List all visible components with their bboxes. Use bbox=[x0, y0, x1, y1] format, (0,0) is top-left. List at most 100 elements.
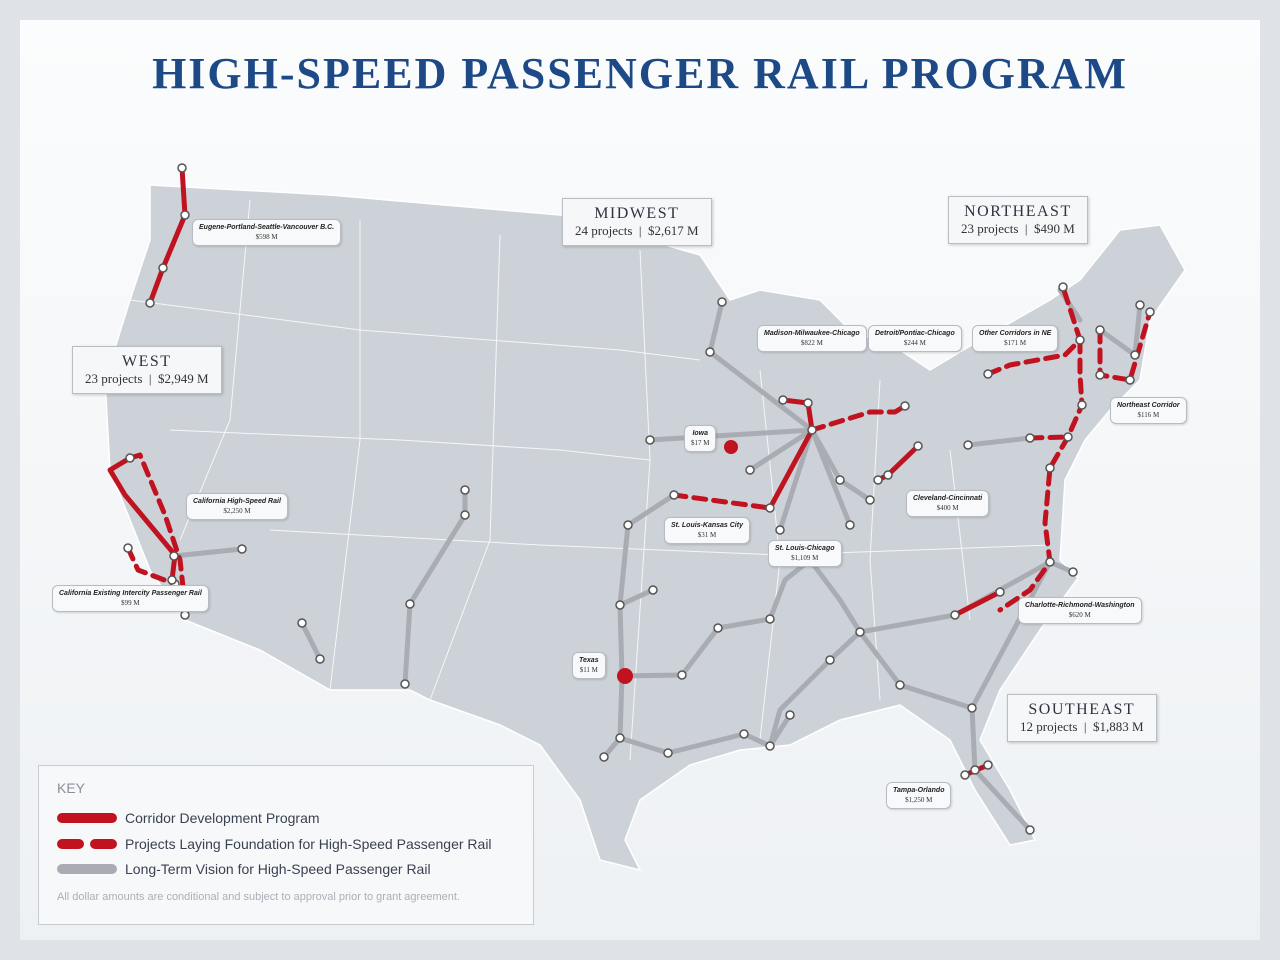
foundation-route bbox=[809, 403, 908, 433]
station-node bbox=[717, 297, 727, 307]
vision-route bbox=[619, 557, 813, 679]
station-node bbox=[970, 765, 980, 775]
station-node bbox=[845, 520, 855, 530]
station-node bbox=[125, 453, 135, 463]
station-node bbox=[623, 520, 633, 530]
vision-route bbox=[837, 477, 873, 503]
station-node bbox=[1063, 432, 1073, 442]
route-label: Tampa-Orlando $1,250 M bbox=[886, 782, 952, 809]
key-item-corridor: Corridor Development Program bbox=[57, 810, 320, 826]
station-node bbox=[983, 760, 993, 770]
station-node bbox=[825, 655, 835, 665]
station-node bbox=[1095, 325, 1105, 335]
station-node bbox=[765, 614, 775, 624]
station-node bbox=[1045, 463, 1055, 473]
foundation-route bbox=[1097, 309, 1153, 383]
foundation-route bbox=[1027, 434, 1071, 441]
station-node bbox=[315, 654, 325, 664]
vision-route bbox=[299, 620, 323, 662]
region-box-midwest: MIDWEST 24 projects | $2,617 M bbox=[562, 198, 712, 246]
station-node bbox=[995, 587, 1005, 597]
vision-route bbox=[707, 299, 725, 355]
station-node bbox=[1095, 370, 1105, 380]
corridor-route bbox=[952, 589, 1003, 618]
station-node bbox=[1025, 825, 1035, 835]
station-node bbox=[778, 395, 788, 405]
foundation-route bbox=[125, 545, 178, 587]
station-node bbox=[169, 551, 179, 561]
foundation-route bbox=[671, 492, 773, 511]
station-node bbox=[663, 748, 673, 758]
station-node bbox=[883, 470, 893, 480]
key-note: All dollar amounts are conditional and s… bbox=[57, 891, 460, 903]
route-label: Eugene-Portland-Seattle-Vancouver B.C. $5… bbox=[192, 219, 342, 246]
route-label: Northeast Corridor $116 M bbox=[1110, 397, 1187, 424]
station-node bbox=[599, 752, 609, 762]
foundation-route bbox=[997, 337, 1085, 613]
station-node bbox=[460, 510, 470, 520]
station-node bbox=[803, 398, 813, 408]
station-node bbox=[835, 475, 845, 485]
station-node bbox=[765, 741, 775, 751]
station-node bbox=[1077, 400, 1087, 410]
route-label: Charlotte-Richmond-Washington $620 M bbox=[1018, 597, 1142, 624]
station-node bbox=[615, 733, 625, 743]
corridor-route bbox=[767, 427, 815, 511]
station-node bbox=[739, 729, 749, 739]
station-node bbox=[1145, 307, 1155, 317]
route-label: California High-Speed Rail $2,250 M bbox=[186, 493, 288, 520]
station-node bbox=[645, 435, 655, 445]
route-label: Other Corridors in NE $171 M bbox=[972, 325, 1059, 352]
route-label: Iowa $17 M bbox=[684, 425, 717, 452]
station-node bbox=[865, 495, 875, 505]
station-node bbox=[1025, 433, 1035, 443]
station-node bbox=[785, 710, 795, 720]
station-node bbox=[123, 543, 133, 553]
station-node bbox=[400, 679, 410, 689]
station-node bbox=[873, 475, 883, 485]
station-node bbox=[460, 485, 470, 495]
station-node bbox=[180, 210, 190, 220]
vision-route bbox=[777, 427, 815, 533]
region-box-west: WEST 23 projects | $2,949 M bbox=[72, 346, 222, 394]
region-box-southeast: SOUTHEAST 12 projects | $1,883 M bbox=[1007, 694, 1157, 742]
station-node bbox=[1068, 567, 1078, 577]
vision-route bbox=[807, 557, 863, 635]
route-label: California Existing Intercity Passenger … bbox=[52, 585, 209, 612]
route-label: St. Louis-Chicago $1,109 M bbox=[768, 540, 842, 567]
station-node bbox=[677, 670, 687, 680]
region-stats: 12 projects | $1,883 M bbox=[1020, 719, 1144, 734]
station-node bbox=[297, 618, 307, 628]
station-node bbox=[615, 600, 625, 610]
route-label: Madison-Milwaukee-Chicago $822 M bbox=[757, 325, 867, 352]
station-node bbox=[765, 503, 775, 513]
map-key: KEY Corridor Development Program Project… bbox=[38, 765, 534, 925]
station-node bbox=[167, 575, 177, 585]
vision-route bbox=[171, 546, 245, 559]
station-node bbox=[237, 544, 247, 554]
key-item-foundation: Projects Laying Foundation for High-Spee… bbox=[57, 836, 492, 852]
vision-route bbox=[969, 559, 1053, 711]
vision-route bbox=[767, 629, 863, 749]
station-node bbox=[913, 441, 923, 451]
station-node bbox=[713, 623, 723, 633]
station-node bbox=[983, 369, 993, 379]
route-label: St. Louis-Kansas City $31 M bbox=[664, 517, 750, 544]
station-node bbox=[775, 525, 785, 535]
vision-route bbox=[617, 587, 656, 608]
vision-route bbox=[965, 435, 1033, 448]
region-name: SOUTHEAST bbox=[1028, 701, 1136, 718]
station-node bbox=[145, 298, 155, 308]
key-title: KEY bbox=[57, 780, 86, 796]
vision-route bbox=[809, 427, 853, 528]
state-borders bbox=[129, 199, 1051, 761]
vision-route bbox=[647, 427, 815, 443]
station-node bbox=[745, 465, 755, 475]
station-node bbox=[177, 163, 187, 173]
station-node bbox=[669, 490, 679, 500]
project-point bbox=[617, 668, 633, 684]
station-node bbox=[807, 425, 817, 435]
vision-route bbox=[402, 487, 468, 687]
station-node bbox=[180, 610, 190, 620]
